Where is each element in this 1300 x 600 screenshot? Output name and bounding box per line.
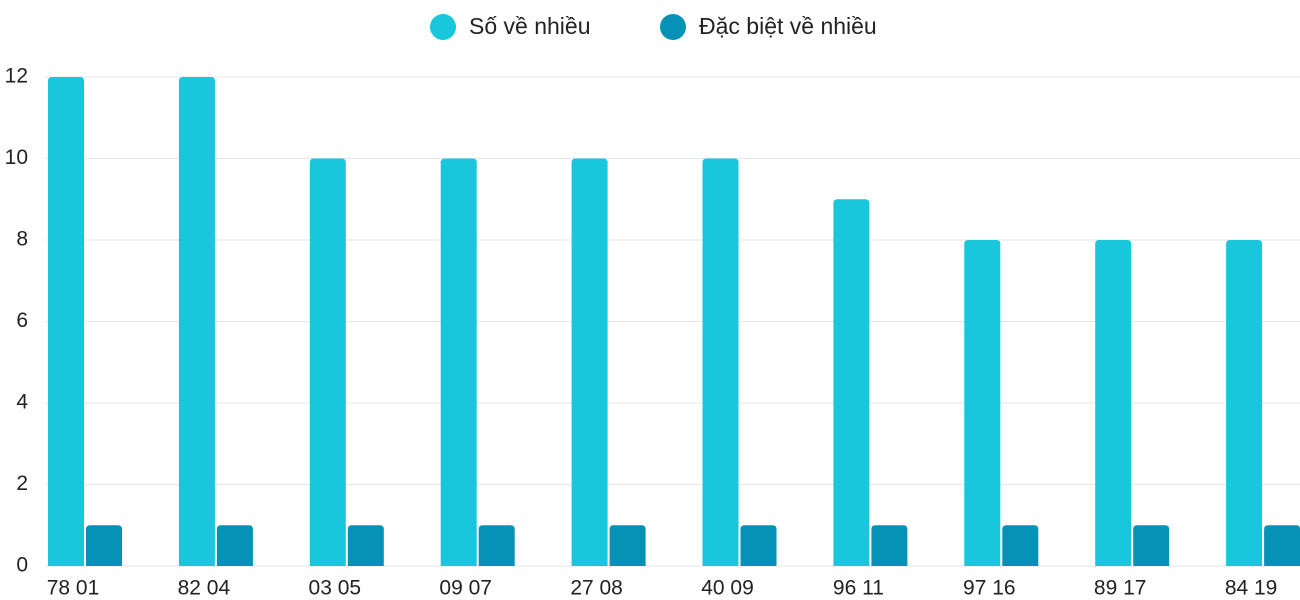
bar (1226, 240, 1263, 566)
y-tick-label: 8 (16, 228, 28, 251)
legend-label: Số về nhiều (469, 13, 590, 39)
x-tick-label: 40 09 (701, 577, 754, 600)
y-tick-label: 10 (5, 146, 28, 169)
x-tick-label: 97 16 (963, 577, 1016, 600)
bar (740, 525, 777, 566)
y-tick-label: 6 (16, 309, 28, 332)
bar (309, 158, 346, 566)
bar (48, 77, 84, 566)
bar (1133, 525, 1170, 566)
x-tick-label: 03 05 (309, 577, 362, 600)
legend-label: Đặc biệt về nhiều (699, 13, 877, 39)
x-tick-label: 82 04 (178, 577, 231, 600)
bar (609, 525, 646, 566)
bar (1095, 240, 1132, 566)
bar (86, 525, 122, 566)
legend-marker (430, 14, 456, 40)
y-tick-label: 4 (16, 391, 28, 414)
x-tick-label: 78 01 (47, 577, 100, 600)
legend-marker (660, 14, 686, 40)
bar (833, 199, 870, 566)
bar (964, 240, 1001, 566)
bar (216, 525, 253, 566)
x-tick-label: 96 11 (833, 577, 884, 600)
y-tick-label: 12 (5, 65, 28, 88)
x-tick-label: 84 19 (1225, 577, 1278, 600)
bar (478, 525, 515, 566)
bar (1002, 525, 1039, 566)
bar (347, 525, 384, 566)
y-tick-label: 2 (16, 472, 28, 495)
bar (571, 158, 608, 566)
bar (702, 158, 739, 566)
bar (178, 77, 215, 566)
y-tick-label: 0 (16, 554, 28, 577)
x-tick-label: 89 17 (1094, 577, 1147, 600)
bar (440, 158, 477, 566)
x-tick-label: 09 07 (439, 577, 492, 600)
bar (871, 525, 908, 566)
x-tick-label: 27 08 (570, 577, 623, 600)
bar (1264, 525, 1300, 566)
